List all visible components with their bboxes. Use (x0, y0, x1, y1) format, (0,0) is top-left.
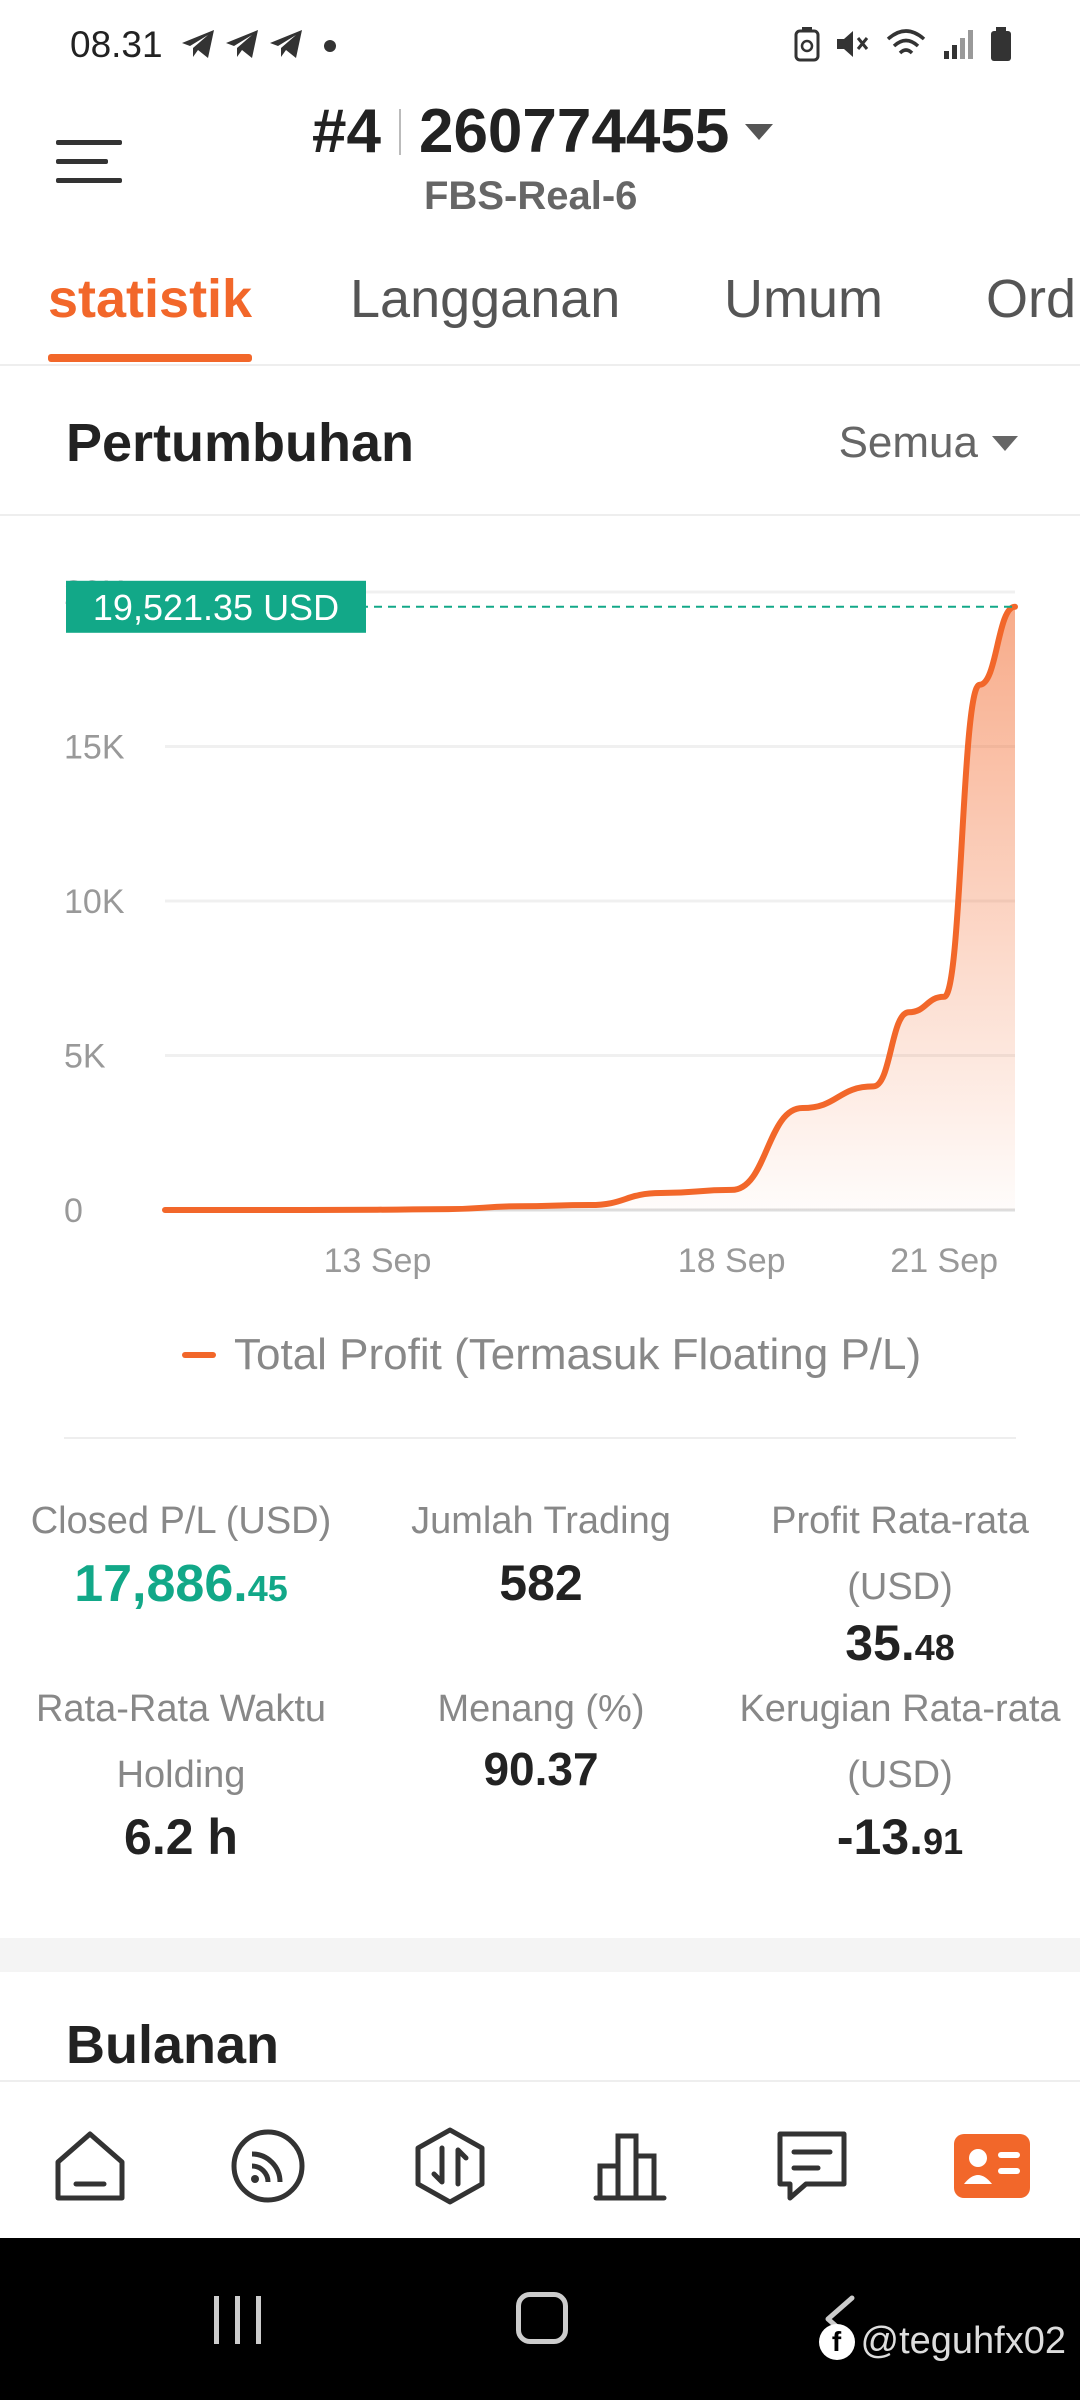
value-decimals: 48 (914, 1627, 955, 1668)
stat-jumlah-trading: Jumlah Trading 582 (362, 1488, 720, 1612)
account-rank: #4 (312, 97, 381, 166)
stat-label-line2: (USD) (847, 1754, 953, 1796)
nav-messages[interactable] (772, 2126, 852, 2206)
telegram-icon (182, 30, 214, 58)
monthly-section-title: Bulanan (66, 2015, 280, 2075)
stat-label: Closed P/L (USD) (30, 1500, 332, 1542)
home-button[interactable] (516, 2292, 568, 2344)
trade-icon (415, 2127, 485, 2205)
y-tick-label: 0 (64, 1192, 83, 1230)
stat-value: 17,886.45 (0, 1554, 362, 1614)
mute-icon (837, 31, 869, 57)
watermark-text: @teguhfx02 (860, 2320, 1067, 2362)
section-title: Pertumbuhan (66, 413, 415, 473)
nav-trade[interactable] (410, 2126, 490, 2206)
x-tick-label: 21 Sep (890, 1242, 998, 1280)
current-value-label: 19,521.35 USD (93, 587, 339, 628)
caret-down-icon (745, 123, 774, 140)
hamburger-menu-icon[interactable] (54, 126, 124, 196)
app-header: #4 260774455 FBS-Real-6 (0, 90, 1080, 250)
tab-bar: statistik Langganan Umum Ord (0, 250, 1080, 366)
stat-value: -13.91 (720, 1808, 1080, 1866)
value-main: 17,886. (74, 1555, 248, 1613)
chart-bars-icon (593, 2133, 667, 2201)
value-decimals: 45 (247, 1568, 288, 1609)
bottom-navigation (0, 2080, 1080, 2238)
nav-charts[interactable] (590, 2126, 670, 2206)
stat-loss-avg: Kerugian Rata-rata (USD) -13.91 (720, 1676, 1080, 1866)
stat-label-line2: Holding (116, 1754, 246, 1796)
system-navigation-bar: f @teguhfx02 (0, 2238, 1080, 2400)
growth-section-header: Pertumbuhan Semua (0, 366, 1080, 516)
tab-order[interactable]: Ord (986, 269, 1077, 329)
caret-down-icon (992, 435, 1018, 451)
stat-label: Jumlah Trading (411, 1500, 671, 1542)
facebook-logo-icon: f (818, 2323, 855, 2360)
stat-value: 90.37 (483, 1743, 599, 1795)
value-decimals: 91 (923, 1821, 964, 1862)
status-bar: 08.31 (0, 0, 1080, 90)
stat-closed-pl: Closed P/L (USD) 17,886.45 (0, 1488, 362, 1614)
battery-saver-icon (794, 27, 820, 62)
nav-feed[interactable] (228, 2126, 308, 2206)
wifi-icon (886, 29, 926, 55)
status-time: 08.31 (70, 24, 163, 65)
status-left-icons (180, 28, 342, 60)
y-tick-label: 10K (64, 883, 125, 921)
message-icon (777, 2131, 847, 2201)
x-tick-label: 18 Sep (678, 1242, 786, 1280)
watermark: f @teguhfx02 (818, 2320, 1067, 2363)
account-selector[interactable]: #4 260774455 (312, 96, 774, 167)
stat-value: 582 (499, 1555, 583, 1611)
y-tick-label: 15K (64, 729, 125, 767)
home-icon (55, 2131, 125, 2201)
filter-label: Semua (838, 418, 978, 467)
value-main: -13. (836, 1809, 924, 1865)
tab-langganan[interactable]: Langganan (350, 269, 621, 329)
value-main: 35. (845, 1615, 915, 1671)
divider (64, 1437, 1016, 1439)
title-separator (398, 108, 401, 155)
profile-card-icon (954, 2134, 1030, 2198)
series-line (162, 603, 1018, 1213)
tab-umum[interactable]: Umum (724, 269, 883, 329)
tab-statistik[interactable]: statistik (48, 269, 253, 329)
stat-label: Menang (%) (437, 1688, 645, 1730)
stat-label-line1: Profit Rata-rata (771, 1500, 1029, 1542)
stat-value: 6.2 h (124, 1809, 238, 1865)
notification-dot-icon (324, 40, 336, 52)
status-right-icons (794, 26, 1012, 62)
recent-apps-button[interactable] (214, 2296, 261, 2344)
period-filter-dropdown[interactable]: Semua (839, 418, 1018, 468)
feed-icon (231, 2129, 305, 2203)
account-number: 260774455 (418, 97, 730, 166)
stat-label-line2: (USD) (847, 1566, 953, 1608)
stat-holding-time: Rata-Rata Waktu Holding 6.2 h (0, 1676, 362, 1866)
current-value-badge (66, 580, 366, 633)
section-gap (0, 1938, 1080, 1972)
x-tick-label: 13 Sep (324, 1242, 432, 1280)
stat-label-line1: Kerugian Rata-rata (739, 1688, 1061, 1730)
legend-label: Total Profit (Termasuk Floating P/L) (234, 1330, 922, 1379)
signal-icon (944, 30, 973, 59)
stat-value: 35.48 (720, 1614, 1080, 1672)
nav-profile[interactable] (952, 2126, 1032, 2206)
telegram-icon (226, 30, 258, 58)
telegram-icon (270, 30, 302, 58)
y-tick-label: 5K (64, 1038, 106, 1076)
series-area (165, 606, 1015, 1210)
battery-icon (991, 27, 1011, 61)
account-server: FBS-Real-6 (424, 174, 638, 218)
legend-swatch (182, 1352, 216, 1358)
nav-home[interactable] (50, 2126, 130, 2206)
stat-label-line1: Rata-Rata Waktu (35, 1688, 327, 1730)
active-tab-indicator (48, 354, 252, 362)
chart-legend: Total Profit (Termasuk Floating P/L) (182, 1330, 921, 1380)
stat-menang: Menang (%) 90.37 (362, 1676, 720, 1796)
stat-profit-avg: Profit Rata-rata (USD) 35.48 (720, 1488, 1080, 1672)
